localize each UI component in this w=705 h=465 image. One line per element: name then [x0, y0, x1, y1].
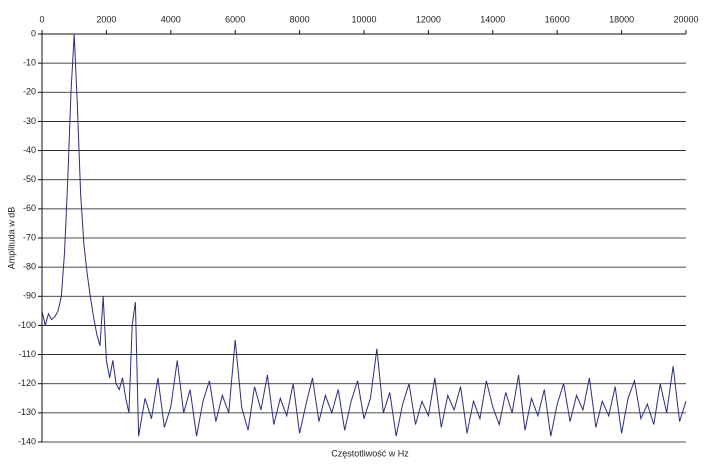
x-tick-label: 6000 [225, 14, 245, 24]
x-tick-label: 20000 [673, 14, 698, 24]
y-tick-label: -50 [23, 174, 36, 184]
y-axis-label: Amplituda w dB [6, 207, 16, 270]
x-tick-label: 4000 [161, 14, 181, 24]
y-tick-label: -120 [18, 378, 36, 388]
y-tick-label: -100 [18, 320, 36, 330]
y-tick-label: -130 [18, 407, 36, 417]
x-tick-label: 0 [39, 14, 44, 24]
y-tick-label: -90 [23, 291, 36, 301]
spectrum-line [41, 33, 687, 437]
x-tick-label: 18000 [609, 14, 634, 24]
x-tick-label: 16000 [545, 14, 570, 24]
x-tick-label: 10000 [351, 14, 376, 24]
y-tick-label: 0 [31, 28, 36, 38]
x-tick-label: 8000 [290, 14, 310, 24]
y-tick-label: -110 [19, 349, 36, 359]
y-tick-label: -40 [23, 145, 36, 155]
y-tick-label: -10 [23, 58, 36, 68]
y-tick-label: -30 [23, 116, 36, 126]
y-tick-label: -140 [18, 436, 36, 446]
y-tick-label: -60 [23, 203, 36, 213]
y-tick-label: -80 [23, 262, 36, 272]
x-axis-label: Częstotliwość w Hz [331, 448, 409, 458]
x-tick-label: 12000 [416, 14, 441, 24]
y-tick-label: -20 [23, 87, 36, 97]
x-tick-label: 2000 [96, 14, 116, 24]
x-tick-label: 14000 [480, 14, 505, 24]
y-tick-label: -70 [23, 232, 36, 242]
